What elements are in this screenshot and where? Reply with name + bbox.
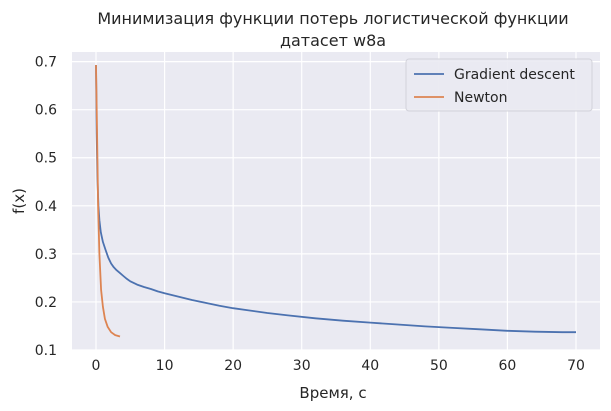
y-tick-label: 0.1 [35, 343, 57, 359]
x-axis-label: Время, с [299, 384, 366, 402]
y-tick-label: 0.3 [35, 247, 57, 263]
x-tick-labels: 0 10 20 30 40 50 60 70 [92, 358, 585, 374]
x-tick-label: 10 [156, 358, 174, 374]
legend-label-newton: Newton [454, 90, 507, 106]
y-tick-labels: 0.1 0.2 0.3 0.4 0.5 0.6 0.7 [35, 55, 57, 359]
x-tick-label: 50 [430, 358, 448, 374]
y-tick-label: 0.4 [35, 199, 57, 215]
grid-y [72, 61, 600, 351]
legend-box [405, 58, 593, 112]
x-tick-label: 0 [92, 358, 101, 374]
x-tick-label: 60 [499, 358, 517, 374]
x-tick-label: 20 [224, 358, 242, 374]
x-tick-label: 30 [293, 358, 311, 374]
chart-subtitle: датасет w8a [280, 31, 386, 50]
y-tick-label: 0.2 [35, 295, 57, 311]
legend: Gradient descent Newton [405, 58, 593, 112]
y-axis-label: f(x) [10, 188, 28, 214]
y-tick-label: 0.7 [35, 55, 57, 71]
series-line-gradient-descent [95, 64, 576, 334]
y-tick-label: 0.5 [35, 151, 57, 167]
chart-title: Минимизация функции потерь логистической… [97, 9, 568, 28]
series-layer [95, 64, 576, 338]
series-line-newton [95, 64, 121, 338]
y-tick-label: 0.6 [35, 103, 57, 119]
legend-label-gradient-descent: Gradient descent [454, 67, 575, 83]
x-tick-label: 40 [361, 358, 379, 374]
x-tick-label: 70 [567, 358, 585, 374]
